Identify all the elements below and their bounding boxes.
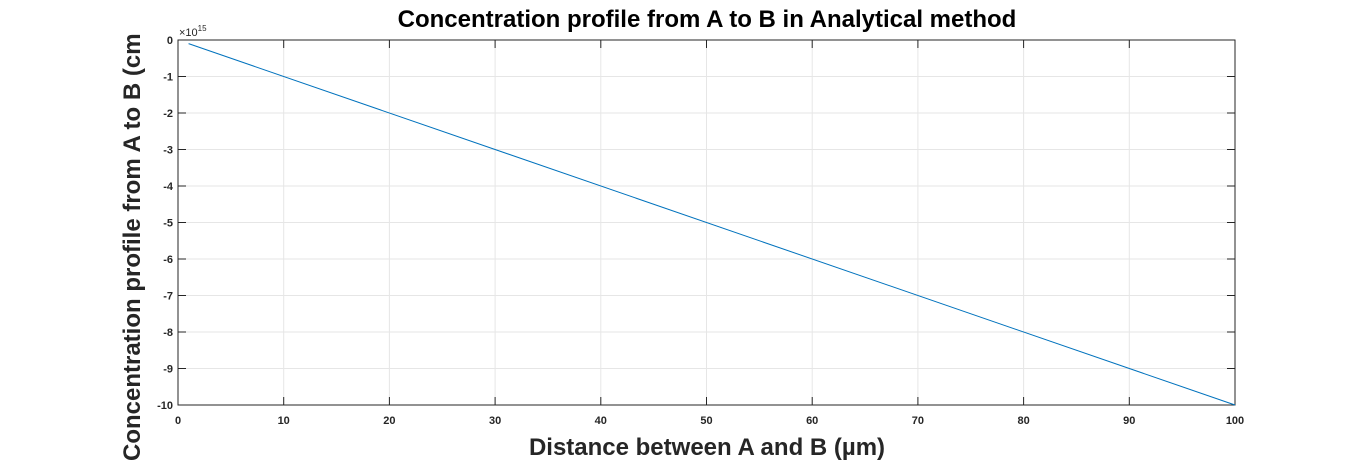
y-exponent-power: 15 — [198, 24, 207, 33]
x-tick-label: 30 — [489, 415, 501, 427]
y-tick-label: -6 — [163, 254, 173, 266]
y-tick-label: -2 — [163, 108, 173, 120]
y-tick-label: -5 — [163, 218, 173, 230]
x-tick-label: 60 — [806, 415, 818, 427]
y-axis-label: Concentration profile from A to B (cm — [119, 33, 146, 461]
tick-marks — [177, 39, 1236, 406]
y-tick-label: -3 — [163, 145, 173, 157]
x-tick-label: 70 — [912, 415, 924, 427]
x-tick-label: 40 — [595, 415, 607, 427]
x-tick-label: 20 — [383, 415, 395, 427]
y-tick-label: -4 — [163, 181, 174, 193]
x-tick-label: 0 — [175, 415, 181, 427]
y-exponent-label: ×1015 — [179, 24, 207, 39]
y-tick-label: -8 — [163, 327, 173, 339]
y-tick-label: -10 — [157, 400, 173, 412]
chart-title: Concentration profile from A to B in Ana… — [398, 6, 1017, 33]
y-exponent-base: ×10 — [179, 27, 198, 39]
x-axis-label: Distance between A and B (µm) — [529, 434, 885, 461]
y-tick-label: -9 — [163, 364, 173, 376]
y-tick-label: -7 — [163, 291, 173, 303]
series-layer — [188, 43, 1236, 406]
x-tick-label: 100 — [1226, 415, 1244, 427]
x-tick-label: 10 — [278, 415, 290, 427]
x-tick-label: 80 — [1017, 415, 1029, 427]
y-tick-label: -1 — [163, 72, 173, 84]
x-tick-label: 50 — [700, 415, 712, 427]
y-tick-label: 0 — [167, 35, 173, 47]
x-tick-labels: 0 10 20 30 40 50 60 70 80 90 100 — [175, 415, 1244, 427]
series-line — [188, 43, 1236, 406]
x-tick-label: 90 — [1123, 415, 1135, 427]
y-tick-labels: 0 -1 -2 -3 -4 -5 -6 -7 -8 -9 -10 — [157, 35, 174, 412]
